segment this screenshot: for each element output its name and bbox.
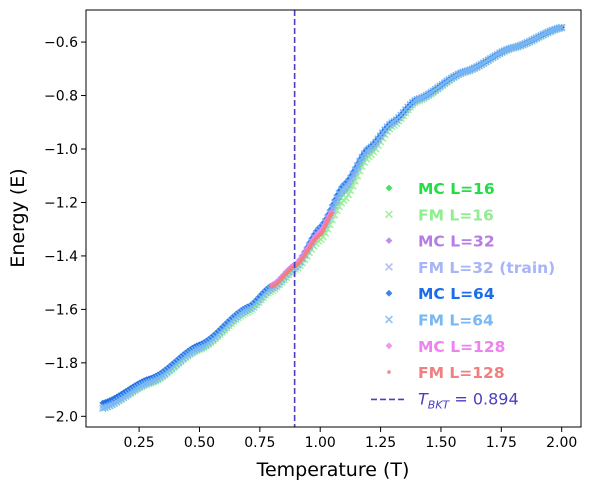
legend-marker: [385, 289, 393, 297]
legend-label: FM L=16: [418, 206, 494, 224]
x-tick-label: 0.50: [184, 435, 215, 451]
legend-item: MC L=128: [385, 338, 505, 356]
y-tick-label: −1.8: [44, 356, 78, 372]
data-point: [335, 189, 343, 198]
data-point: [346, 186, 355, 195]
x-axis: 0.25 0.50 0.75 1.00 1.25 1.50 1.75 2.00: [124, 427, 577, 451]
plot-frame: [85, 9, 582, 428]
data-point: [353, 161, 362, 170]
legend-marker: [385, 262, 393, 271]
y-tick-label: −1.2: [44, 195, 78, 211]
x-tick-label: 1.00: [305, 435, 336, 451]
data-point: [330, 199, 339, 207]
y-tick-label: −0.8: [44, 89, 78, 105]
legend-marker: [385, 210, 393, 219]
y-axis: −2.0 −1.8 −1.6 −1.4 −1.2 −1.0 −0.8 −0.6: [44, 35, 86, 425]
legend-marker: [385, 184, 393, 192]
data-point: [104, 398, 111, 405]
data-point: [413, 95, 421, 104]
x-tick-label: 1.50: [425, 435, 456, 451]
x-tick-label: 0.75: [244, 435, 275, 451]
plot-area: [99, 10, 566, 427]
x-tick-label: 2.00: [546, 435, 577, 451]
legend-marker: [387, 370, 391, 374]
data-point: [344, 178, 353, 186]
series-fm-l-128: [269, 211, 334, 289]
legend-item: FM L=128: [387, 364, 505, 382]
legend: MC L=16 FM L=16 MC L=32 FM L=32 (train) MC L…: [371, 180, 555, 411]
legend-item: FM L=16: [385, 206, 494, 224]
data-point: [349, 170, 357, 179]
legend-marker: [385, 342, 393, 350]
data-point: [555, 24, 564, 32]
legend-label: FM L=64: [418, 312, 494, 330]
y-tick-label: −1.6: [44, 302, 78, 318]
legend-label: TBKT = 0.894: [418, 389, 519, 411]
data-point: [463, 66, 472, 75]
data-point: [351, 166, 359, 174]
y-tick-label: −1.4: [44, 249, 78, 265]
legend-item: MC L=64: [385, 285, 495, 303]
y-tick-label: −1.0: [44, 142, 78, 158]
x-tick-label: 1.25: [365, 435, 396, 451]
data-point: [111, 395, 118, 402]
data-point: [514, 42, 522, 50]
data-point: [358, 153, 366, 161]
legend-label: MC L=16: [418, 180, 495, 198]
legend-label: MC L=32: [418, 233, 495, 251]
legend-item: MC L=32: [385, 233, 495, 251]
legend-item: FM L=64: [385, 312, 494, 330]
legend-label: MC L=128: [418, 338, 505, 356]
data-point: [461, 67, 470, 76]
legend-label: FM L=32 (train): [418, 259, 555, 277]
y-tick-label: −2.0: [44, 409, 78, 425]
data-point: [328, 204, 337, 212]
data-point: [333, 194, 341, 202]
data-point: [346, 174, 355, 183]
legend-item: FM L=32 (train): [385, 259, 555, 277]
legend-marker: [385, 237, 393, 244]
x-tick-label: 1.75: [486, 435, 517, 451]
legend-label: FM L=128: [418, 364, 505, 382]
data-point: [99, 404, 107, 413]
legend-item: MC L=16: [385, 180, 495, 198]
data-point: [329, 211, 334, 216]
data-point: [557, 23, 566, 32]
y-axis-label: Energy (E): [7, 168, 29, 267]
legend-marker: [385, 315, 393, 324]
legend-item-tbkt: TBKT = 0.894: [371, 389, 519, 411]
data-point: [145, 378, 153, 387]
y-tick-label: −0.6: [44, 35, 78, 51]
legend-label: MC L=64: [418, 285, 495, 303]
x-axis-label: Temperature (T): [256, 459, 410, 481]
data-point: [356, 157, 364, 166]
x-tick-label: 0.25: [124, 435, 155, 451]
